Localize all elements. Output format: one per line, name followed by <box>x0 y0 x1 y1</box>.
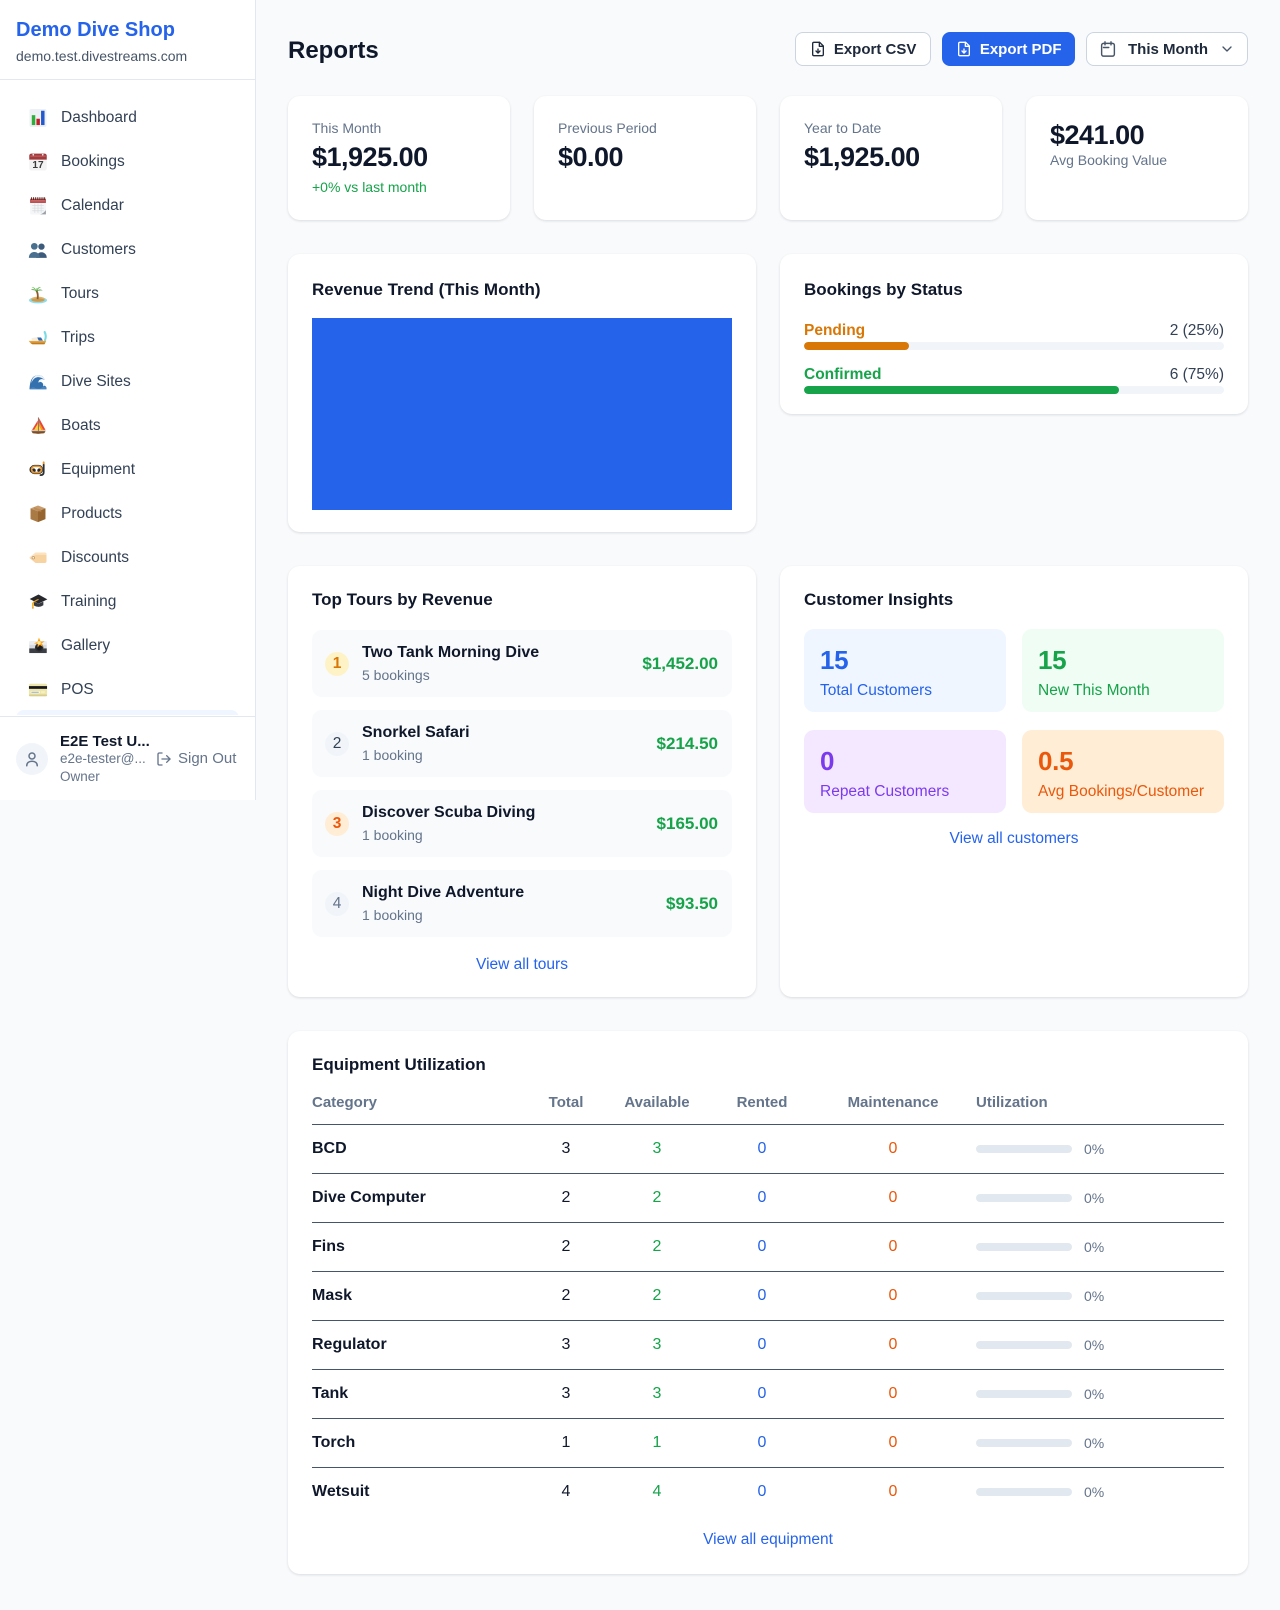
svg-text:17: 17 <box>32 160 44 171</box>
